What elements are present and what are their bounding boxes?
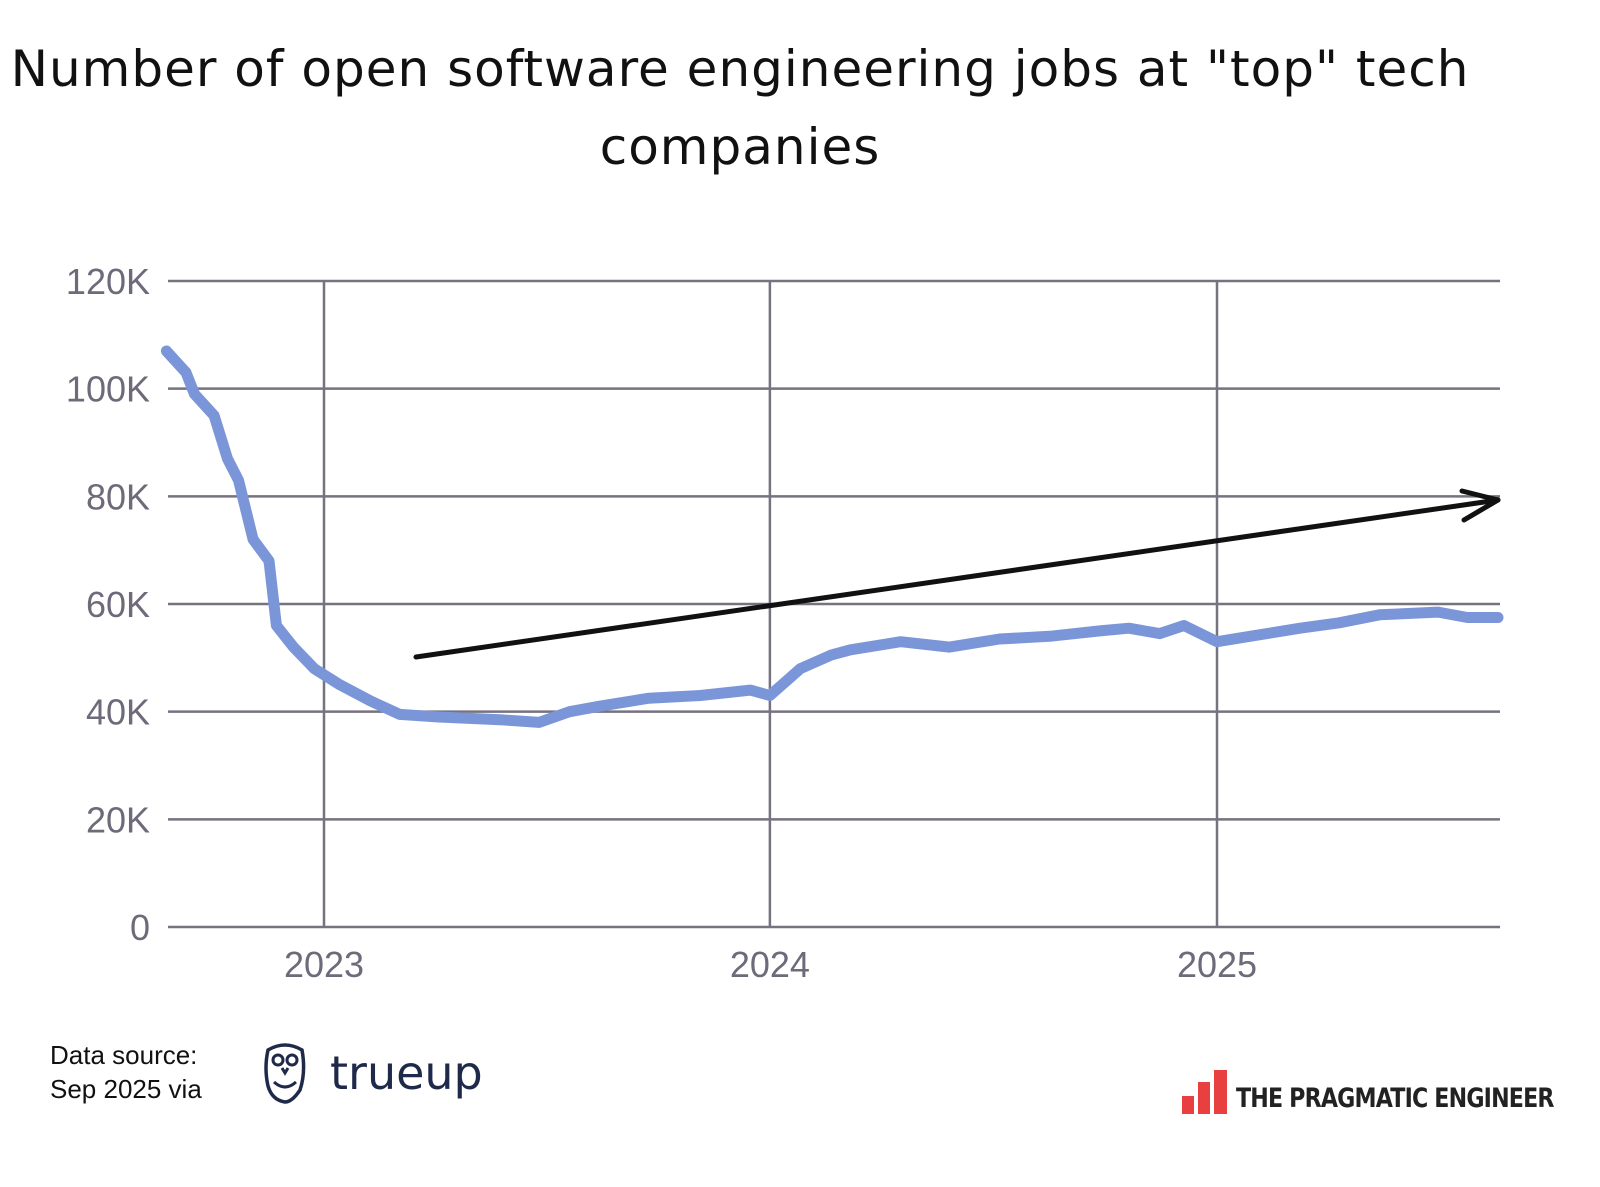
line-chart: 0 20K 40K 60K 80K 100K 120K 2023 2024 2025 xyxy=(66,261,1504,985)
trend-arrow xyxy=(413,488,1501,660)
y-tick-label: 120K xyxy=(66,261,150,302)
x-tick-label: 2023 xyxy=(284,944,364,985)
y-tick-label: 40K xyxy=(86,692,150,733)
y-tick-label: 60K xyxy=(86,584,150,625)
series-line xyxy=(160,345,1504,728)
grid xyxy=(168,279,1500,929)
x-axis: 2023 2024 2025 xyxy=(284,944,1257,985)
source-line-1: Data source: xyxy=(50,1040,198,1070)
y-tick-label: 20K xyxy=(86,799,150,840)
y-tick-label: 100K xyxy=(66,369,150,410)
bar-chart-icon xyxy=(1182,1070,1227,1114)
x-tick-label: 2025 xyxy=(1177,944,1257,985)
chart-title: Number of open software engineering jobs… xyxy=(10,40,1470,176)
source-line-2: Sep 2025 via xyxy=(50,1074,202,1104)
trueup-wordmark: trueup xyxy=(330,1046,483,1100)
y-tick-label: 0 xyxy=(130,907,150,948)
y-tick-label: 80K xyxy=(86,476,150,517)
brand-name: THE PRAGMATIC ENGINEER xyxy=(1236,1083,1554,1114)
y-axis: 0 20K 40K 60K 80K 100K 120K xyxy=(66,261,150,948)
owl-icon xyxy=(264,1043,306,1104)
trueup-logo: trueup xyxy=(262,1042,483,1104)
pragmatic-engineer-logo: THE PRAGMATIC ENGINEER xyxy=(1182,1070,1600,1114)
x-tick-label: 2024 xyxy=(730,944,810,985)
data-source: Data source: Sep 2025 via xyxy=(50,1038,202,1106)
